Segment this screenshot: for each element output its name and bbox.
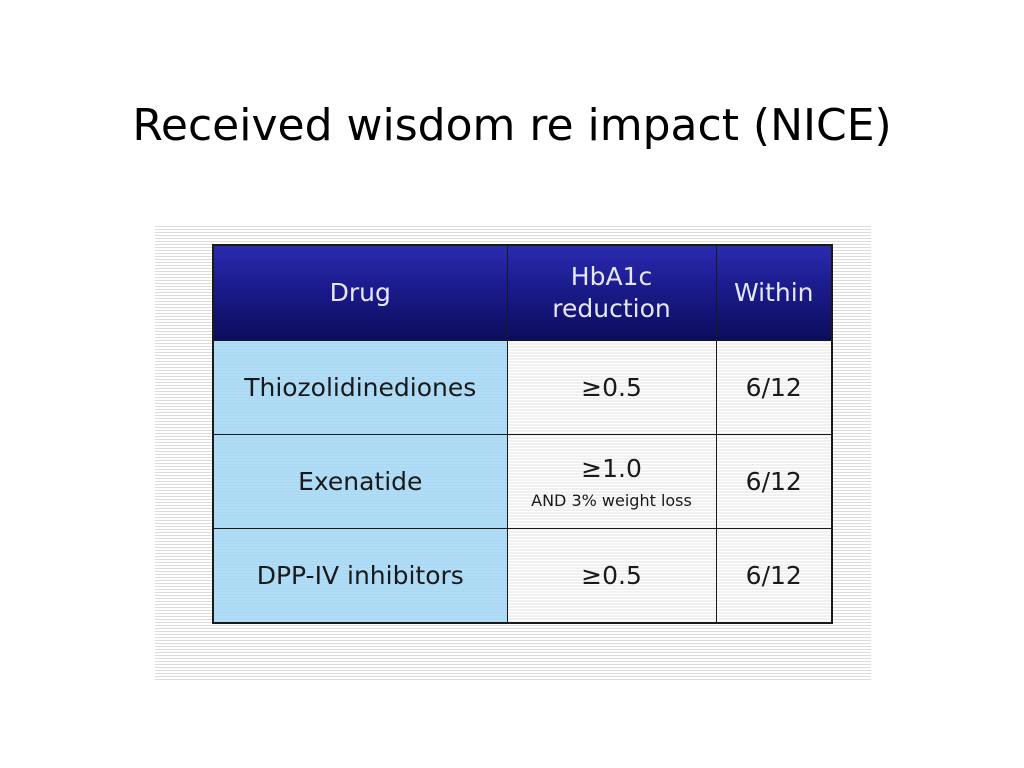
header-within: Within xyxy=(715,244,833,341)
within-cell: 6/12 xyxy=(715,434,833,529)
drug-cell: Thiozolidinediones xyxy=(212,340,508,435)
hba1c-cell: ≥0.5 xyxy=(506,340,717,435)
table-row: Exenatide ≥1.0 AND 3% weight loss 6/12 xyxy=(212,434,833,529)
drug-cell: DPP-IV inhibitors xyxy=(212,528,508,624)
within-cell: 6/12 xyxy=(715,340,833,435)
table-row: Thiozolidinediones ≥0.5 6/12 xyxy=(212,340,833,435)
hba1c-cell: ≥1.0 AND 3% weight loss xyxy=(506,434,717,529)
within-cell: 6/12 xyxy=(715,528,833,624)
header-hba1c-reduction: HbA1c reduction xyxy=(506,244,717,341)
table-row: DPP-IV inhibitors ≥0.5 6/12 xyxy=(212,528,833,624)
hba1c-value: ≥1.0 xyxy=(581,453,642,483)
drug-cell: Exenatide xyxy=(212,434,508,529)
header-hba1c-line2: reduction xyxy=(552,294,671,323)
slide-title: Received wisdom re impact (NICE) xyxy=(132,100,892,151)
header-drug: Drug xyxy=(212,244,508,341)
hba1c-note: AND 3% weight loss xyxy=(531,490,692,510)
hba1c-cell: ≥0.5 xyxy=(506,528,717,624)
table-image: Drug HbA1c reduction Within Thiozolidine… xyxy=(155,224,871,680)
drug-table: Drug HbA1c reduction Within Thiozolidine… xyxy=(212,244,833,624)
header-hba1c-line1: HbA1c xyxy=(570,262,653,291)
table-header-row: Drug HbA1c reduction Within xyxy=(212,244,833,341)
